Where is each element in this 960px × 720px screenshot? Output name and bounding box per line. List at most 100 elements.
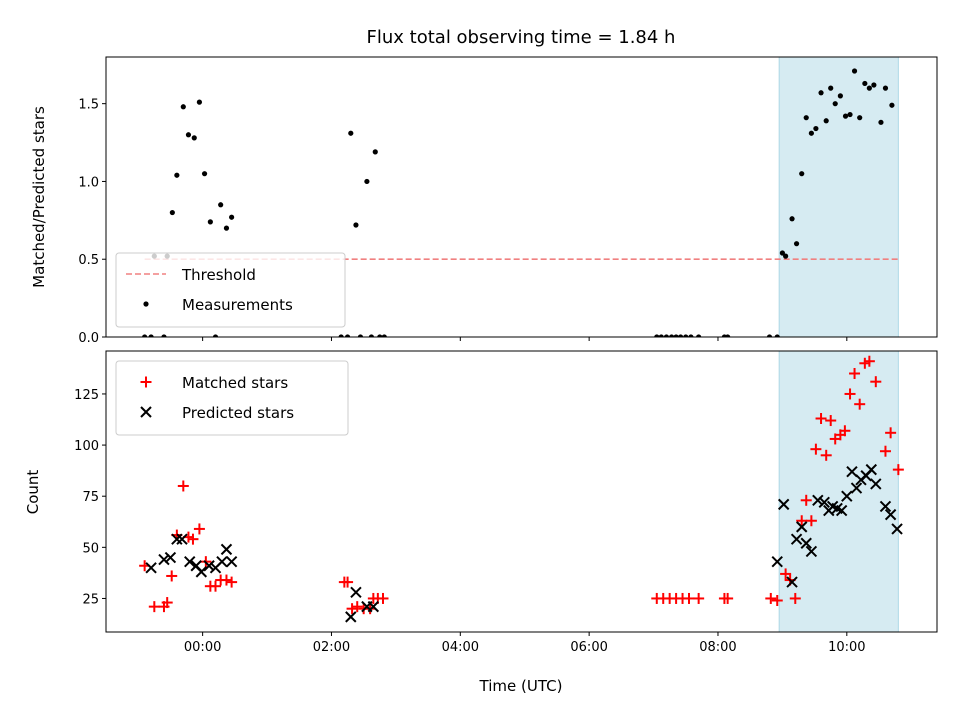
data-point: [210, 580, 222, 592]
data-point: [683, 592, 695, 604]
data-point: [871, 82, 877, 88]
data-point: [828, 85, 834, 91]
legend-frame: [115, 252, 346, 328]
observing-window-span: [778, 56, 899, 338]
data-point: [789, 592, 801, 604]
data-point: [765, 592, 777, 604]
data-point: [678, 334, 684, 337]
legend-label: Measurements: [182, 296, 293, 314]
legend-label: Predicted stars: [182, 404, 294, 422]
series-matched-stars: [139, 355, 904, 615]
data-point: [820, 449, 832, 461]
data-point: [837, 93, 843, 99]
data-point: [800, 537, 812, 549]
data-point: [338, 334, 344, 337]
data-point: [223, 225, 230, 231]
data-point: [786, 576, 798, 588]
data-point: [350, 586, 362, 599]
data-point: [663, 334, 670, 337]
data-point: [891, 523, 903, 535]
data-point: [184, 555, 196, 568]
legend-frame: [115, 360, 349, 436]
counts-frame: [105, 350, 938, 633]
data-point: [832, 101, 838, 107]
data-point: [688, 334, 694, 337]
data-point: [174, 172, 180, 178]
data-point: [857, 115, 863, 121]
data-point: [381, 334, 387, 337]
x-axis-label: Time (UTC): [479, 677, 563, 695]
observing-window-span: [778, 350, 899, 633]
data-point: [191, 135, 197, 141]
y-tick-label: 50: [82, 541, 99, 556]
data-point: [346, 603, 358, 615]
data-point: [884, 508, 897, 521]
data-point: [185, 132, 192, 138]
data-point: [145, 562, 157, 574]
data-point: [654, 334, 660, 337]
data-point: [207, 219, 213, 225]
data-point: [344, 334, 351, 337]
data-point: [842, 113, 849, 119]
data-point: [161, 597, 173, 609]
data-point: [218, 202, 224, 208]
data-point: [844, 388, 856, 400]
bottom-y-axis-label: Count: [24, 470, 42, 515]
data-point: [870, 478, 882, 490]
data-point: [212, 334, 219, 337]
data-point: [193, 523, 205, 535]
data-point: [673, 334, 679, 337]
data-point: [846, 465, 858, 478]
data-point: [863, 355, 875, 367]
data-point: [803, 115, 809, 121]
counts-data: [139, 355, 904, 623]
data-point: [342, 576, 354, 588]
data-point: [805, 545, 818, 558]
data-point: [203, 560, 215, 572]
data-point: [879, 500, 892, 513]
data-point: [892, 464, 904, 476]
data-point: [796, 521, 808, 533]
data-point: [195, 566, 208, 578]
series-predicted-stars: [145, 463, 903, 623]
data-point: [348, 130, 354, 136]
data-point: [777, 498, 790, 511]
data-point: [148, 334, 154, 337]
y-tick-label: 25: [82, 592, 99, 607]
ratio-panel: 0.0 0.5 1.0 1.5 Threshold Measurements: [78, 56, 938, 346]
legend-swatch: [140, 376, 152, 388]
data-point: [878, 119, 884, 125]
data-point: [668, 334, 675, 337]
ratio-frame: [105, 56, 938, 338]
data-point: [372, 149, 378, 155]
counts-legend: Matched stars Predicted stars: [115, 360, 349, 436]
legend-label: Matched stars: [182, 374, 288, 392]
data-point: [164, 551, 177, 564]
data-point: [818, 90, 824, 96]
data-point: [226, 576, 238, 588]
data-point: [196, 99, 203, 105]
data-point: [818, 496, 830, 509]
x-tick-label: 02:00: [313, 640, 350, 655]
x-tick-label: 08:00: [699, 640, 736, 655]
data-point: [696, 334, 702, 337]
data-point: [862, 80, 868, 87]
data-point: [771, 595, 783, 607]
data-point: [835, 504, 848, 517]
y-tick-label: 100: [74, 439, 99, 454]
data-point: [847, 111, 853, 118]
data-point: [766, 334, 773, 337]
data-point: [771, 555, 783, 568]
y-tick-label: 1.5: [78, 98, 99, 113]
data-point: [377, 334, 383, 337]
data-point: [882, 85, 889, 91]
data-point: [725, 334, 731, 337]
data-point: [813, 125, 819, 132]
data-point: [889, 102, 895, 108]
data-point: [169, 209, 175, 216]
data-point: [364, 178, 370, 185]
data-point: [176, 533, 188, 545]
data-point: [796, 515, 808, 527]
data-point: [866, 85, 872, 91]
legend-swatch: [140, 406, 152, 418]
